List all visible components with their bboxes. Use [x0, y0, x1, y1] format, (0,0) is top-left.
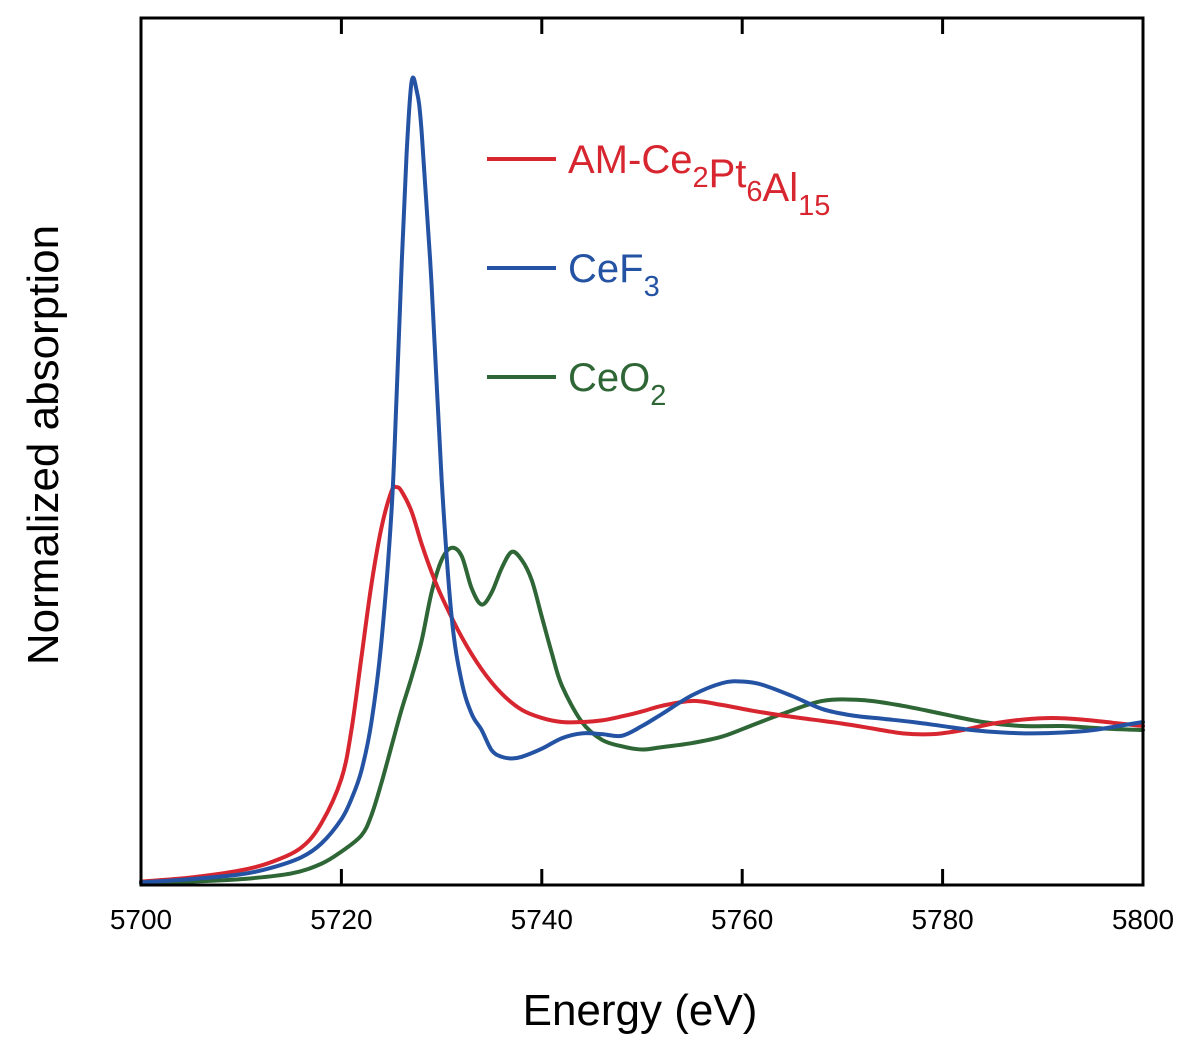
legend: AM-Ce2Pt6Al15 CeF3 CeO2 — [487, 138, 830, 412]
x-tick-label: 5760 — [711, 904, 773, 935]
y-axis-label: Normalized absorption — [19, 225, 68, 665]
legend-label-ceo2: CeO2 — [568, 356, 666, 412]
x-tick-label: 5780 — [911, 904, 973, 935]
x-tick-label: 5740 — [511, 904, 573, 935]
plot-frame — [139, 16, 1145, 887]
x-axis-label: Energy (eV) — [523, 986, 758, 1035]
x-tick-label: 5800 — [1112, 904, 1174, 935]
series-line-ceo2 — [139, 545, 1145, 886]
legend-label-cef3: CeF3 — [568, 247, 660, 303]
axis-ticks — [339, 18, 945, 885]
legend-label-am-ce2pt6al15: AM-Ce2Pt6Al15 — [568, 138, 830, 222]
series-line-am-ce2pt6al15 — [139, 484, 1145, 884]
series-line-cef3 — [139, 75, 1145, 885]
x-tick-label: 5720 — [310, 904, 372, 935]
x-tick-label: 5700 — [110, 904, 172, 935]
x-tick-labels: 5700 5720 5740 5760 5780 5800 — [110, 904, 1174, 935]
series-curves — [139, 75, 1145, 886]
